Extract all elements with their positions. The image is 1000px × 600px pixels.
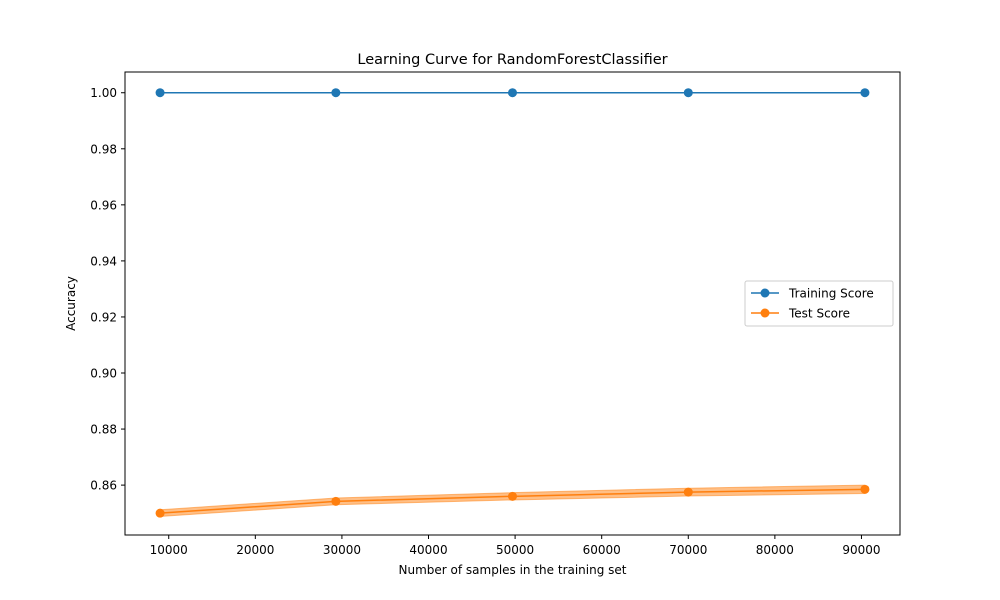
x-tick-label: 40000 <box>409 543 447 557</box>
training-score-point <box>155 88 165 98</box>
training-score-point <box>331 88 341 98</box>
y-tick-label: 1.00 <box>90 86 117 100</box>
test-score-point <box>331 496 341 506</box>
legend: Training Score Test Score <box>744 280 894 327</box>
x-tick-label: 80000 <box>756 543 794 557</box>
x-axis-title: Number of samples in the training set <box>399 563 627 577</box>
x-tick-label: 10000 <box>150 543 188 557</box>
training-score-point <box>508 88 517 98</box>
training-score-legend-label: Training Score <box>788 287 874 301</box>
x-tick-label: 60000 <box>583 543 621 557</box>
y-tick-label: 0.88 <box>90 423 117 437</box>
legend-frame <box>744 280 894 327</box>
y-tick-label: 0.94 <box>90 254 117 268</box>
test-score-point <box>683 487 693 497</box>
y-tick-label: 0.96 <box>90 198 117 212</box>
y-axis-ticks: 0.86 0.88 0.90 0.92 0.94 0.96 0.98 1.00 <box>90 86 125 493</box>
training-score-point <box>683 88 693 98</box>
y-tick-label: 0.86 <box>90 479 117 493</box>
x-tick-label: 30000 <box>323 543 361 557</box>
x-tick-label: 90000 <box>842 543 880 557</box>
y-axis-title: Accuracy <box>64 276 78 331</box>
x-axis-ticks: 10000 20000 30000 40000 50000 60000 70000 80000… <box>150 535 881 557</box>
test-score-legend-label: Test Score <box>788 307 850 321</box>
chart-title: Learning Curve for RandomForestClassifie… <box>357 52 667 68</box>
test-score-point <box>508 491 517 501</box>
test-score-point <box>155 508 165 518</box>
x-tick-label: 20000 <box>236 543 274 557</box>
test-score-legend-marker <box>760 308 770 318</box>
plot-area-frame <box>124 71 901 536</box>
x-tick-label: 70000 <box>669 543 707 557</box>
training-score-legend-marker <box>760 288 770 298</box>
series-markers <box>155 88 870 518</box>
y-tick-label: 0.90 <box>90 367 117 381</box>
x-tick-label: 50000 <box>496 543 534 557</box>
y-tick-label: 0.98 <box>90 142 117 156</box>
test-score-point <box>860 484 870 494</box>
training-score-point <box>860 88 870 98</box>
y-tick-label: 0.92 <box>90 310 117 324</box>
